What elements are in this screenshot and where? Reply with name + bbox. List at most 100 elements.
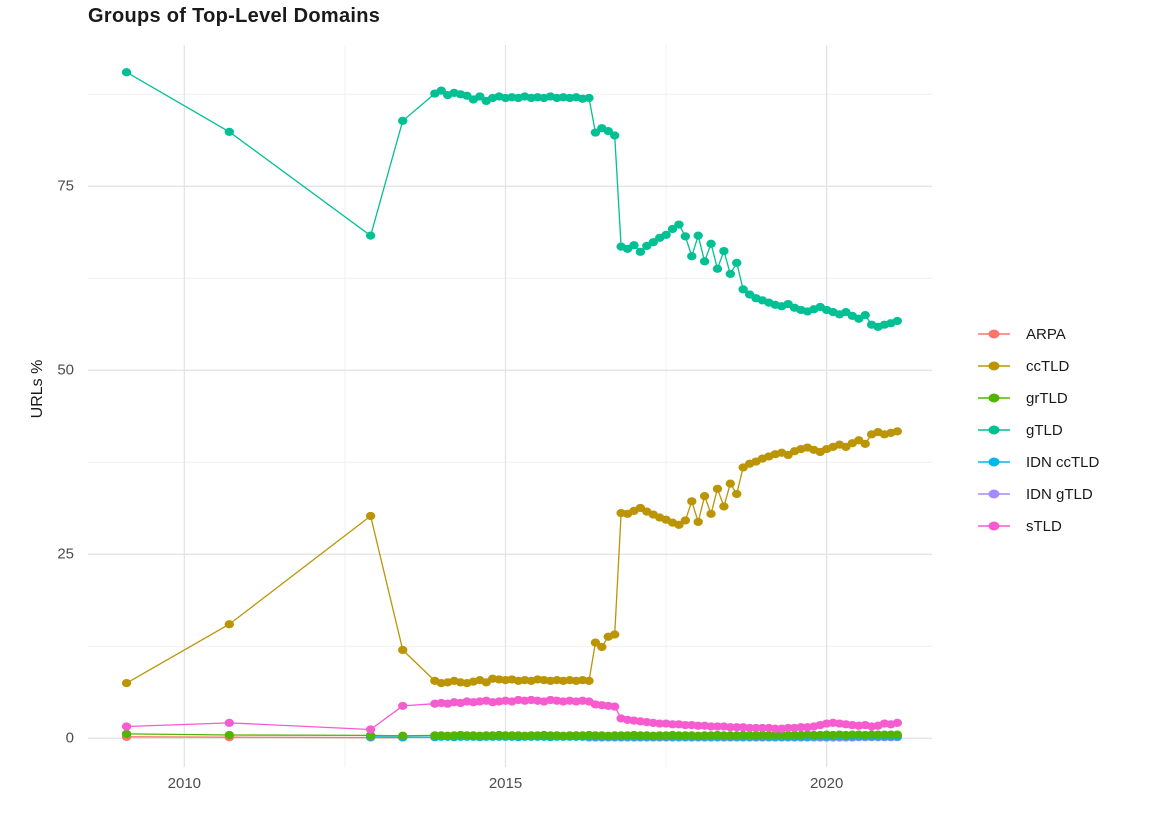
data-point	[365, 731, 376, 740]
legend-label: ARPA	[1026, 325, 1066, 343]
data-point	[500, 731, 511, 740]
data-point	[584, 676, 594, 685]
legend-item-grTLD: grTLD	[978, 382, 1099, 414]
data-point	[365, 725, 376, 734]
legend-label: sTLD	[1026, 517, 1062, 535]
data-point	[571, 731, 581, 740]
data-point	[809, 730, 819, 740]
data-point	[590, 128, 601, 137]
data-point	[661, 230, 671, 239]
data-point	[680, 731, 691, 740]
y-tick-label: 25	[57, 545, 74, 563]
data-point	[699, 257, 710, 266]
data-point	[654, 719, 665, 728]
legend-key-dot	[988, 361, 1000, 371]
data-point	[526, 731, 536, 740]
data-point	[873, 730, 883, 739]
legend-key-icon	[978, 391, 1010, 405]
data-point	[744, 731, 755, 740]
legend-key-icon	[978, 487, 1010, 501]
data-point	[725, 723, 736, 732]
legend-key-icon	[978, 423, 1010, 437]
data-point	[680, 516, 691, 525]
data-point	[462, 731, 472, 740]
legend-key-dot	[988, 489, 1000, 499]
series-line	[126, 736, 403, 739]
data-point	[744, 723, 755, 733]
data-point	[725, 479, 736, 488]
series-gTLD	[121, 68, 903, 331]
legend-label: ccTLD	[1026, 357, 1070, 375]
data-point	[860, 311, 870, 320]
legend-key-icon	[978, 519, 1010, 533]
data-point	[706, 509, 716, 518]
chart-title: Groups of Top-Level Domains	[88, 5, 381, 27]
data-point	[796, 723, 806, 732]
data-point	[667, 720, 678, 729]
x-tick-label: 2015	[488, 775, 523, 792]
data-point	[565, 731, 575, 740]
data-point	[770, 730, 780, 740]
data-point	[481, 731, 491, 740]
series-ccTLD	[121, 427, 903, 688]
data-point	[706, 722, 716, 731]
data-point	[224, 620, 235, 629]
data-point	[597, 642, 607, 652]
series-grTLD	[121, 729, 903, 740]
data-point	[398, 701, 408, 711]
data-point	[892, 730, 903, 739]
data-point	[770, 724, 780, 733]
data-point	[732, 723, 742, 732]
data-point	[398, 731, 408, 740]
data-point	[699, 492, 710, 501]
data-point	[783, 723, 793, 733]
data-point	[789, 730, 800, 740]
legend-key-icon	[978, 359, 1010, 373]
data-point	[687, 497, 697, 506]
legend-label: IDN ccTLD	[1026, 453, 1100, 471]
data-point	[398, 645, 408, 655]
data-point	[224, 718, 235, 727]
data-point	[712, 722, 723, 731]
data-point	[590, 731, 601, 740]
data-point	[590, 638, 601, 647]
legend-item-ARPA: ARPA	[978, 318, 1099, 350]
series-line	[126, 430, 898, 684]
data-point	[507, 731, 517, 740]
data-point	[860, 439, 870, 449]
data-point	[667, 224, 678, 234]
x-tick-label: 2020	[809, 775, 844, 792]
legend-label: IDN gTLD	[1026, 485, 1093, 503]
data-point	[699, 731, 710, 740]
data-point	[719, 502, 729, 511]
data-point	[121, 68, 132, 77]
data-point	[725, 731, 736, 740]
data-point	[475, 92, 485, 101]
data-point	[693, 517, 703, 527]
data-point	[757, 723, 768, 733]
y-tick-label: 0	[65, 729, 74, 747]
data-point	[616, 731, 626, 740]
data-point	[635, 731, 646, 740]
data-point	[584, 93, 594, 103]
data-point	[436, 86, 446, 95]
legend-item-ccTLD: ccTLD	[978, 350, 1099, 382]
data-point	[738, 285, 748, 294]
series-line	[126, 71, 898, 328]
data-point	[712, 484, 723, 493]
data-point	[609, 131, 620, 140]
legend-key-dot	[988, 457, 1000, 467]
data-point	[892, 718, 903, 727]
data-point	[866, 730, 877, 739]
series-sTLD	[121, 695, 903, 734]
data-point	[629, 241, 639, 250]
data-point	[609, 731, 620, 740]
data-point	[365, 511, 376, 521]
data-point	[687, 252, 697, 261]
legend-key-dot	[988, 425, 1000, 435]
data-point	[121, 722, 132, 731]
data-point	[680, 720, 691, 730]
data-point	[609, 702, 620, 711]
data-point	[224, 730, 235, 740]
